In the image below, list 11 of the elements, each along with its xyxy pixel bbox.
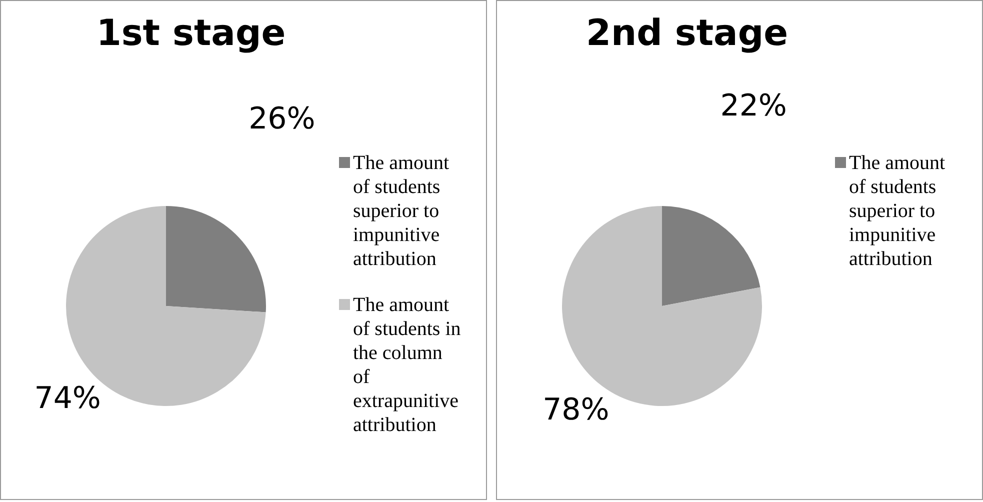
data-label: 26% <box>248 102 316 137</box>
chart-title: 1st stage <box>95 13 287 54</box>
chart-title: 2nd stage <box>584 13 790 54</box>
data-label: 78% <box>542 392 610 428</box>
legend-label: The amount of students superior to impunitive attribution <box>353 151 450 271</box>
legend-label: The amount of students superior to impunitive attribution <box>849 151 946 271</box>
legend-label: The amount of students in the column of extrapunitive attribution <box>353 293 462 437</box>
data-label: 74% <box>34 380 101 416</box>
data-label: 22% <box>720 88 787 124</box>
pie-slice <box>662 206 760 306</box>
pie-slice <box>166 206 266 312</box>
